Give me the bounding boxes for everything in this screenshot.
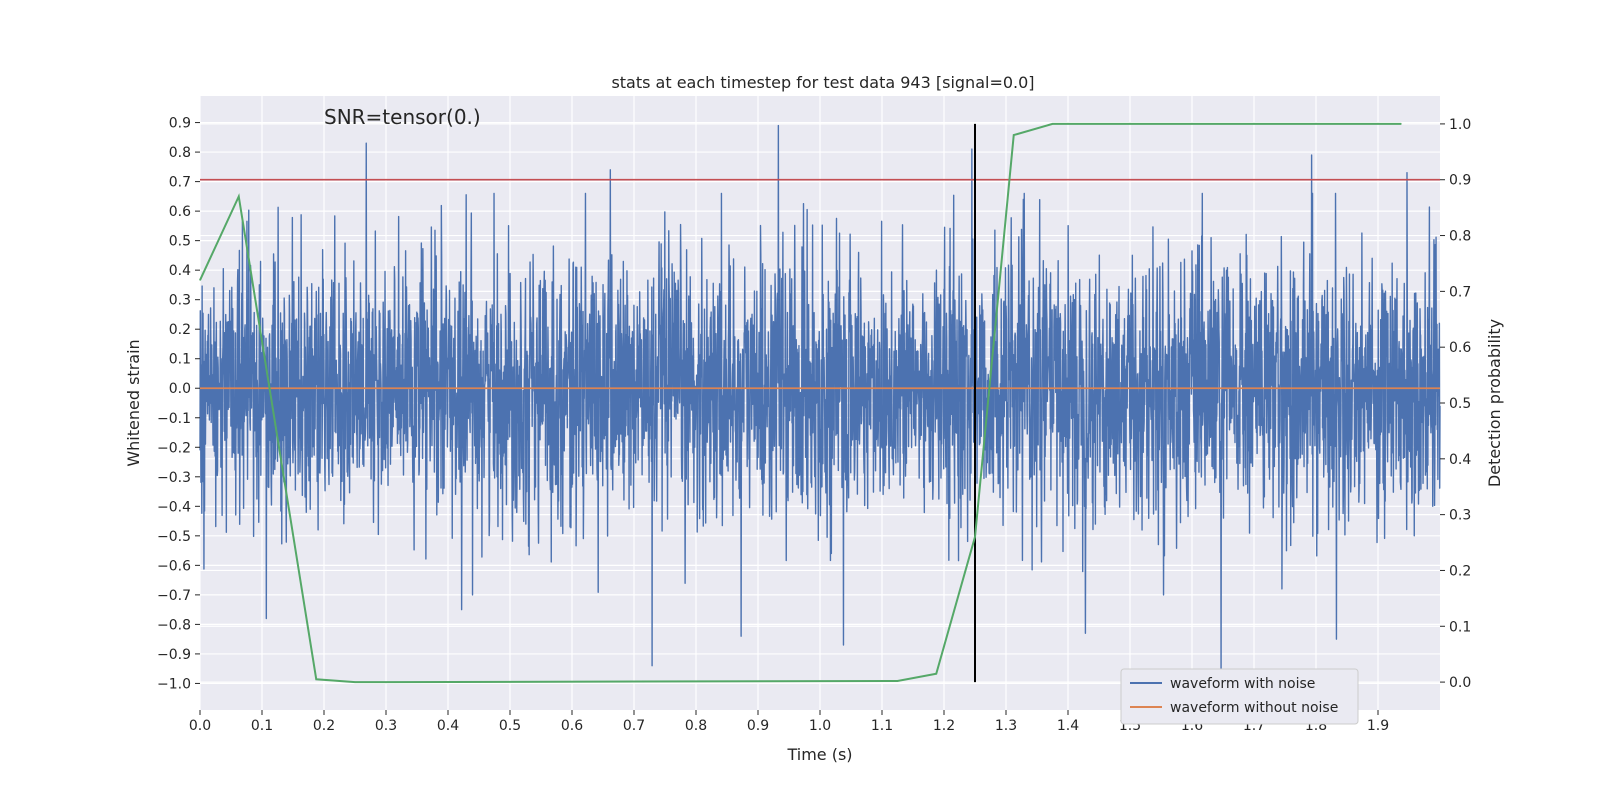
probability-point	[935, 673, 937, 675]
x-tick-label: 1.2	[933, 718, 955, 734]
x-tick-label: 0.9	[747, 718, 769, 734]
x-tick-label: 0.7	[623, 718, 645, 734]
x-tick-label: 1.9	[1367, 718, 1389, 734]
y-tick-label: −0.1	[157, 411, 191, 427]
y-tick-label: 0.0	[169, 381, 191, 397]
probability-point	[1052, 123, 1053, 125]
probability-point	[974, 536, 976, 538]
y-tick-label: 0.8	[169, 145, 191, 161]
legend-label-noise: waveform with noise	[1170, 676, 1315, 692]
x-tick-label: 0.6	[561, 718, 583, 734]
y-tick-label: −0.6	[157, 558, 191, 574]
y-tick-label: −0.4	[157, 499, 191, 515]
y-axis-left: 0.9 0.8 0.7 0.6 0.5 0.4 0.3 0.2 0.1 0.0 −0.1 −0.2 −0…	[157, 116, 200, 692]
probability-point	[1400, 123, 1402, 125]
chart-title: stats at each timestep for test data 943…	[611, 73, 1034, 92]
x-axis-label: Time (s)	[786, 745, 852, 764]
y2-tick-label: 0.8	[1449, 229, 1471, 245]
y2-tick-label: 0.7	[1449, 284, 1471, 300]
probability-point	[238, 195, 240, 197]
probability-point	[315, 678, 317, 680]
y2-tick-label: 0.4	[1449, 452, 1471, 468]
y-tick-label: 0.7	[169, 175, 191, 191]
probability-point	[354, 681, 356, 683]
y-tick-label: −0.5	[157, 529, 191, 545]
x-tick-label: 0.3	[375, 718, 397, 734]
y-tick-label: −0.7	[157, 588, 191, 604]
x-tick-label: 0.8	[685, 718, 707, 734]
y-tick-label: −1.0	[157, 676, 191, 692]
probability-point	[897, 680, 898, 682]
x-tick-label: 0.5	[499, 718, 521, 734]
probability-point	[393, 681, 395, 683]
probability-point	[1013, 134, 1015, 136]
x-tick-label: 0.1	[251, 718, 273, 734]
y2-tick-label: 0.3	[1449, 508, 1471, 524]
y2-tick-label: 0.6	[1449, 340, 1471, 356]
y-axis-label: Whitened strain	[124, 339, 143, 466]
y-tick-label: 0.6	[169, 204, 191, 220]
y-axis-right: 1.0 0.9 0.8 0.7 0.6 0.5 0.4 0.3 0.2 0.1 0.0	[1440, 117, 1471, 691]
y-tick-label: 0.5	[169, 234, 191, 250]
x-tick-label: 1.3	[995, 718, 1017, 734]
x-tick-label: 0.0	[189, 718, 211, 734]
y-tick-label: 0.2	[169, 322, 191, 338]
x-tick-label: 1.4	[1057, 718, 1079, 734]
legend-label-clean: waveform without noise	[1170, 700, 1338, 716]
y2-tick-label: 0.0	[1449, 675, 1471, 691]
y-tick-label: 0.1	[169, 352, 191, 368]
x-tick-label: 1.0	[809, 718, 831, 734]
legend: waveform with noise waveform without noi…	[1120, 668, 1359, 725]
y-tick-label: 0.3	[169, 293, 191, 309]
y-tick-label: −0.8	[157, 617, 191, 633]
y2-tick-label: 0.2	[1449, 563, 1471, 579]
y-tick-label: 0.4	[169, 263, 191, 279]
x-tick-label: 0.2	[313, 718, 335, 734]
snr-annotation: SNR=tensor(0.)	[324, 105, 481, 129]
probability-point	[199, 279, 201, 281]
legend-box	[1120, 668, 1359, 725]
y2-tick-label: 0.9	[1449, 173, 1471, 189]
noise-waveform-line	[199, 124, 1441, 676]
y-tick-label: −0.3	[157, 470, 191, 486]
y2-tick-label: 0.1	[1449, 619, 1471, 635]
y2-axis-label: Detection probability	[1485, 319, 1504, 487]
x-tick-label: 1.1	[871, 718, 893, 734]
y2-tick-label: 0.5	[1449, 396, 1471, 412]
y-tick-label: −0.2	[157, 440, 191, 456]
plot-content	[199, 122, 1441, 684]
y2-tick-label: 1.0	[1449, 117, 1471, 133]
x-tick-label: 0.4	[437, 718, 459, 734]
y-tick-label: −0.9	[157, 647, 191, 663]
y-tick-label: 0.9	[169, 116, 191, 132]
